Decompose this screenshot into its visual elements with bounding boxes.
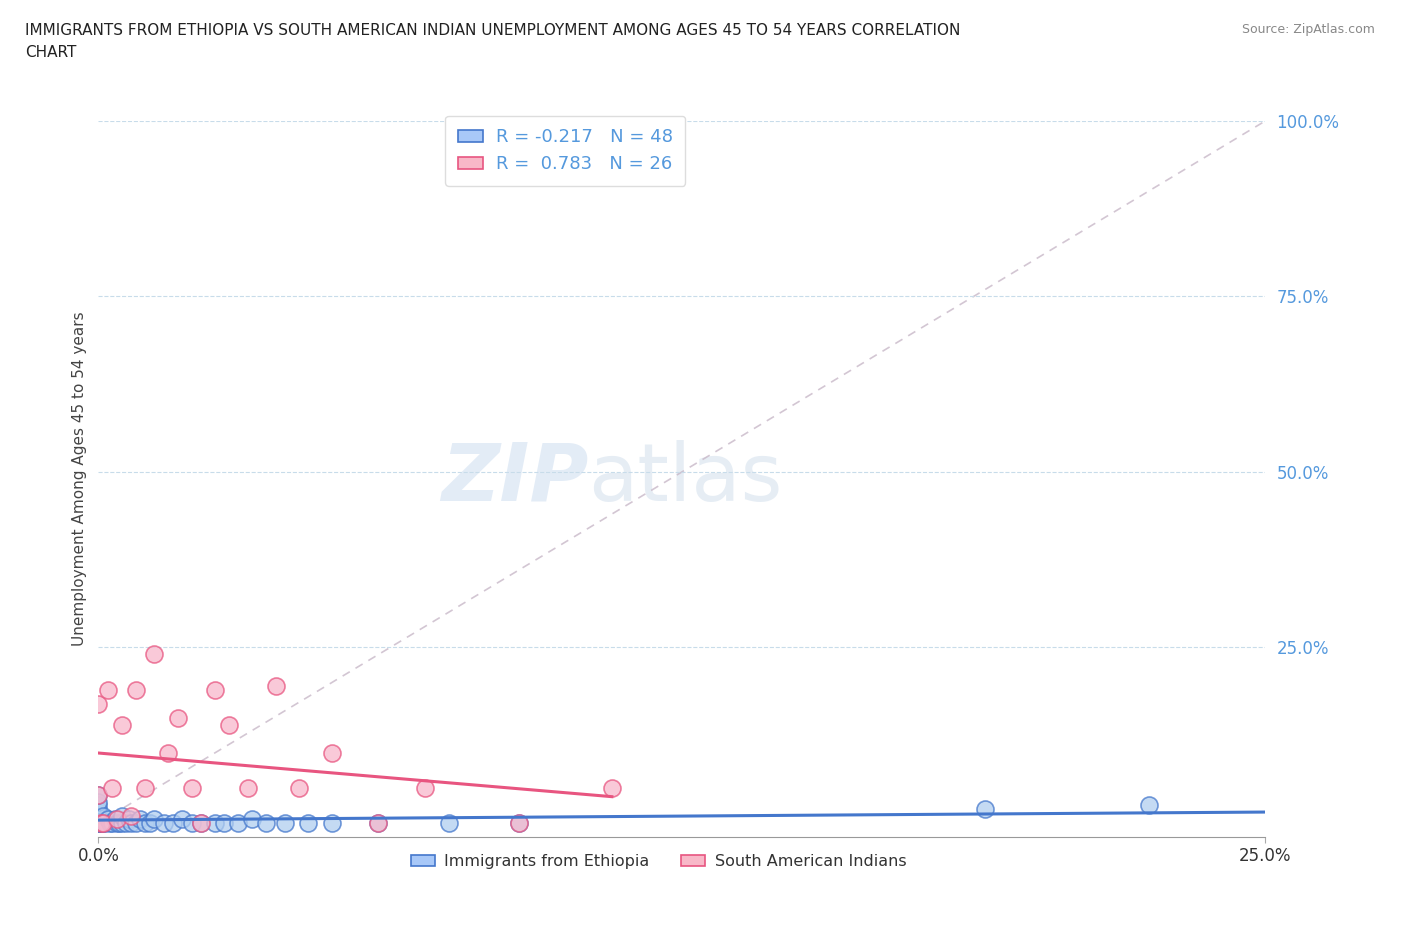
Point — [321, 745, 343, 760]
Point — [204, 682, 226, 697]
Point — [87, 816, 110, 830]
Point — [87, 794, 110, 809]
Point — [87, 805, 110, 820]
Point — [321, 816, 343, 830]
Point — [180, 780, 202, 795]
Point — [367, 816, 389, 830]
Point — [190, 816, 212, 830]
Text: IMMIGRANTS FROM ETHIOPIA VS SOUTH AMERICAN INDIAN UNEMPLOYMENT AMONG AGES 45 TO : IMMIGRANTS FROM ETHIOPIA VS SOUTH AMERIC… — [25, 23, 960, 38]
Point — [143, 812, 166, 827]
Point — [97, 812, 120, 827]
Point — [152, 816, 174, 830]
Point — [1137, 798, 1160, 813]
Point — [256, 816, 278, 830]
Point — [105, 812, 128, 827]
Point — [115, 816, 138, 830]
Point — [288, 780, 311, 795]
Point — [111, 816, 134, 830]
Point — [98, 816, 121, 830]
Point — [87, 812, 110, 827]
Y-axis label: Unemployment Among Ages 45 to 54 years: Unemployment Among Ages 45 to 54 years — [72, 312, 87, 646]
Point — [172, 812, 194, 827]
Point — [180, 816, 202, 830]
Point — [143, 647, 166, 662]
Point — [134, 816, 156, 830]
Point — [508, 816, 530, 830]
Point — [87, 788, 110, 803]
Point — [125, 816, 148, 830]
Point — [90, 816, 112, 830]
Point — [105, 816, 128, 830]
Point — [264, 679, 287, 694]
Point — [166, 711, 188, 725]
Point — [91, 808, 114, 823]
Point — [367, 816, 389, 830]
Point — [129, 812, 152, 827]
Point — [162, 816, 184, 830]
Point — [297, 816, 319, 830]
Point — [600, 780, 623, 795]
Text: Source: ZipAtlas.com: Source: ZipAtlas.com — [1241, 23, 1375, 36]
Point — [236, 780, 259, 795]
Point — [974, 802, 997, 817]
Point — [190, 816, 212, 830]
Point — [125, 682, 148, 697]
Point — [157, 745, 180, 760]
Point — [90, 816, 112, 830]
Point — [134, 780, 156, 795]
Point — [139, 816, 162, 830]
Point — [111, 808, 134, 823]
Point — [87, 697, 110, 711]
Point — [87, 816, 110, 830]
Point — [242, 812, 264, 827]
Text: atlas: atlas — [589, 440, 783, 518]
Point — [101, 816, 124, 830]
Point — [94, 816, 117, 830]
Point — [87, 788, 110, 803]
Point — [111, 717, 134, 732]
Point — [87, 802, 110, 817]
Point — [118, 812, 141, 827]
Point — [120, 816, 142, 830]
Text: ZIP: ZIP — [441, 440, 589, 518]
Point — [120, 808, 142, 823]
Point — [108, 816, 131, 830]
Point — [218, 717, 240, 732]
Point — [87, 798, 110, 813]
Point — [101, 780, 124, 795]
Point — [204, 816, 226, 830]
Point — [437, 816, 460, 830]
Point — [87, 808, 110, 823]
Point — [91, 816, 114, 830]
Point — [214, 816, 236, 830]
Point — [87, 816, 110, 830]
Point — [413, 780, 436, 795]
Text: CHART: CHART — [25, 45, 77, 60]
Point — [508, 816, 530, 830]
Point — [274, 816, 297, 830]
Legend: Immigrants from Ethiopia, South American Indians: Immigrants from Ethiopia, South American… — [405, 848, 912, 875]
Point — [228, 816, 250, 830]
Point — [91, 816, 114, 830]
Point — [97, 682, 120, 697]
Point — [104, 812, 127, 827]
